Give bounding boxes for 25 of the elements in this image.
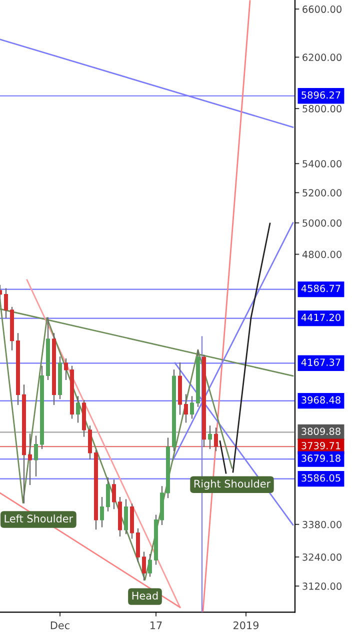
y-tick-label: 3120.00 [302, 582, 342, 590]
y-tick-label: 5000.00 [302, 219, 342, 227]
y-tick-label: 5400.00 [302, 160, 342, 168]
x-tick-label: 2019 [233, 621, 258, 630]
annotation: Head [132, 592, 158, 600]
y-tick-label: 5200.00 [302, 189, 342, 196]
x-tick-label: 17 [150, 622, 162, 630]
ref-line-label: 5896.27 [302, 91, 340, 99]
y-tick-label: 3240.00 [302, 553, 342, 561]
ref-line-label: 3586.05 [302, 474, 340, 482]
ref-line-label: 3809.88 [302, 428, 340, 436]
x-tick-label: Dec [50, 622, 70, 630]
ref-line-label: 3679.18 [302, 454, 340, 462]
ref-line-label: 4417.20 [301, 314, 340, 322]
y-tick-label: 5800.00 [302, 105, 342, 112]
y-tick-label: 6600.00 [302, 6, 342, 13]
annotation: Left Shoulder [4, 514, 74, 523]
y-tick-label: 3380.00 [302, 520, 342, 528]
y-tick-label: 4800.00 [302, 250, 342, 258]
ref-line-label: 4167.37 [301, 358, 340, 366]
ref-line-label: 3739.71 [302, 442, 340, 450]
ref-line-label: 4586.77 [301, 284, 340, 292]
annotation: Right Shoulder [194, 480, 271, 490]
ref-line-label: 3968.48 [302, 396, 340, 404]
y-tick-label: 6200.00 [302, 54, 342, 62]
